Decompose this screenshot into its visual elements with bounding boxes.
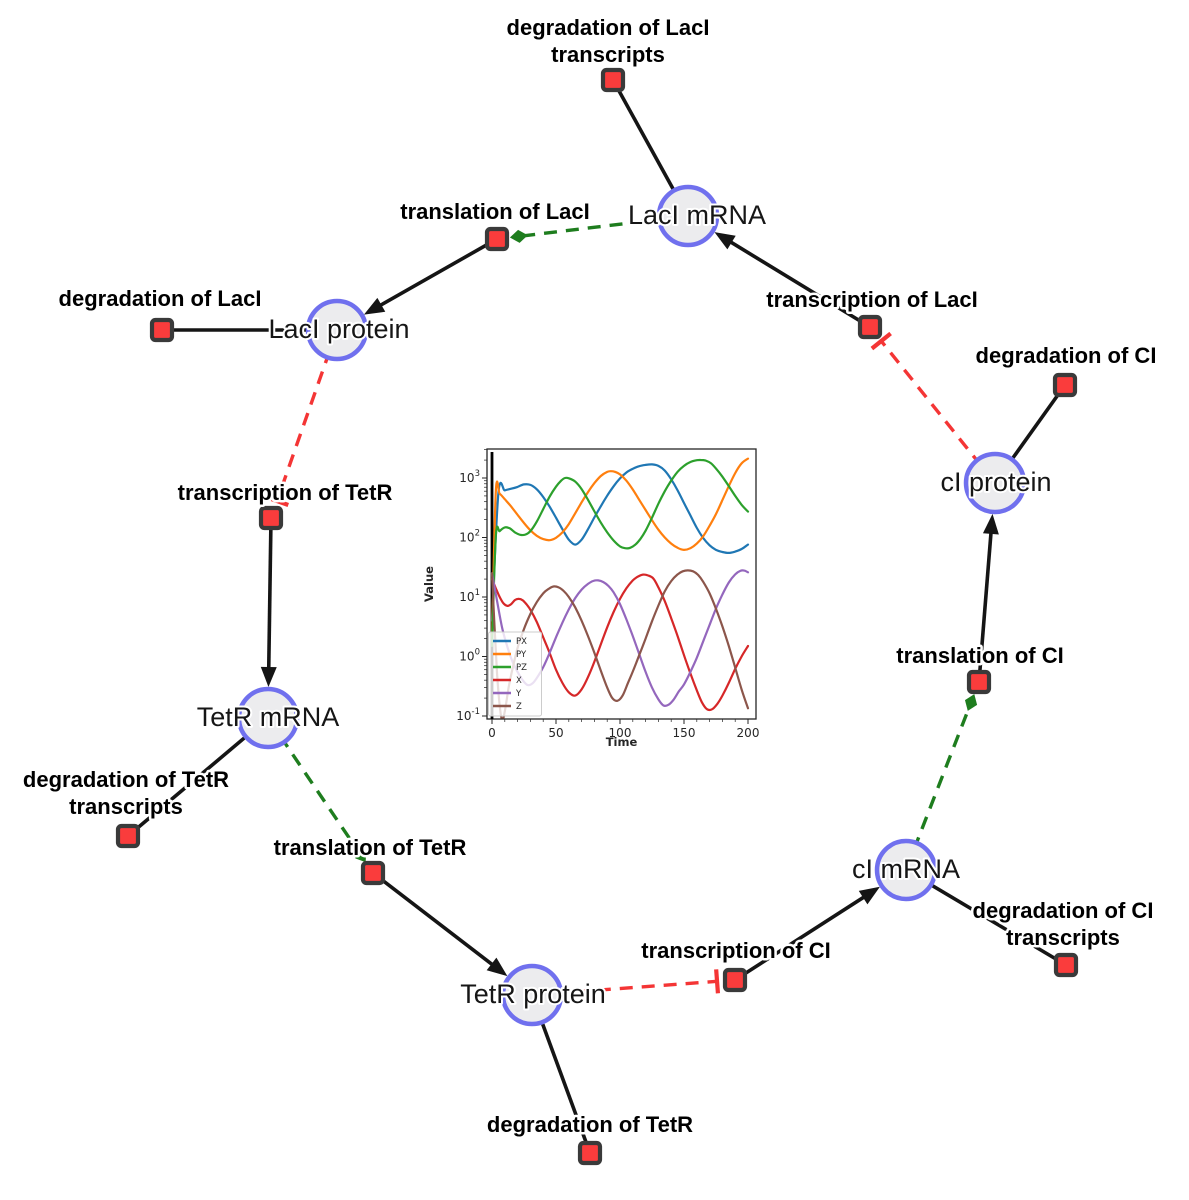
chart-ytick-label: 100 [459,648,480,664]
legend-label-Z: Z [516,702,522,712]
reaction-node-transl_tetr[interactable] [360,860,386,886]
inhibition-tee-icon [264,495,289,507]
modifier-arrowhead-icon [355,847,367,863]
reaction-label-deg_tetr_tx-line2: transcripts [69,794,183,819]
chart-ytick-label: 101 [459,588,480,604]
product-edge-transl_tetr [371,871,496,968]
chart-series-X [490,573,750,712]
species-node-ci_protein[interactable] [963,451,1027,515]
reaction-label-deg_ci_tx-line1: degradation of CI [973,898,1154,923]
legend-label-Y: Y [515,689,522,699]
product-edge-tx_ci [734,893,868,982]
species-node-ci_mrna[interactable] [874,838,938,902]
labels-layer: LacI mRNA LacI protein TetR mRNA TetR prote… [20,13,1159,1140]
arrowhead-icon [858,886,880,905]
legend-label-PY: PY [516,650,527,660]
product-edge-transl_laci [376,237,498,309]
nodes-layer [115,67,1079,1166]
species-label-ci_mrna: cI mRNA [852,854,960,884]
inhibition-tee-icon [870,331,892,351]
reaction-label-deg_laci_tx-line2: transcripts [551,42,665,67]
arrowhead-icon [363,297,386,315]
reaction-label-tx_ci: transcription of CI [641,938,830,963]
reaction-label-deg_tetr_tx-line1: degradation of TetR [23,767,229,792]
species-node-tetr_protein[interactable] [500,963,564,1027]
reaction-label-deg_tetr: degradation of TetR [487,1112,693,1137]
reaction-label-deg_laci_tx-line1: degradation of LacI [507,15,710,40]
legend-label-PX: PX [516,637,527,647]
arrowhead-icon [260,666,277,688]
reaction-node-transl_ci[interactable] [966,669,992,695]
chart-xtick-label: 0 [488,726,496,740]
reaction-node-tx_ci[interactable] [722,967,748,993]
species-label-laci_mrna: LacI mRNA [628,200,766,230]
reaction-node-deg_laci_tx[interactable] [600,67,626,93]
chart-xtick-label: 200 [737,726,760,740]
species-node-laci_protein[interactable] [305,298,369,362]
modifier-arrowhead-icon [964,694,978,711]
reaction-label-deg_ci: degradation of CI [976,343,1157,368]
chart-series-PZ [490,458,750,648]
arrowhead-icon [486,957,508,977]
reaction-node-deg_laci[interactable] [149,317,175,343]
chart-ytick-label: 10-1 [456,707,480,723]
species-node-laci_mrna[interactable] [656,184,720,248]
species-label-tetr_protein: TetR protein [460,979,606,1009]
reaction-node-transl_laci[interactable] [484,226,510,252]
chart-legend: PX PY PZ XYZ [488,631,542,717]
chart-xtick-label: 50 [548,726,563,740]
reaction-label-deg_ci_tx-line2: transcripts [1006,925,1120,950]
chart-xtick-label: 100 [609,726,632,740]
chart-xtick-label: 150 [673,726,696,740]
reaction-node-deg_tetr_tx[interactable] [115,823,141,849]
reaction-label-transl_laci: translation of LacI [400,199,589,224]
reaction-node-deg_ci[interactable] [1052,372,1078,398]
product-edge-tx_tetr [266,517,273,672]
species-node-tetr_mrna[interactable] [236,686,300,750]
chart-ticks [482,449,749,724]
legend-label-X: X [516,676,522,686]
simulation-chart: 0 50 100 150 20010-1100101102103TimeValuePXP… [422,448,760,749]
chart-series-PY [490,457,750,640]
chart-ytick-label: 102 [459,529,480,545]
reaction-node-deg_ci_tx[interactable] [1053,952,1079,978]
arrowhead-icon [982,513,999,535]
reaction-label-tx_tetr: transcription of TetR [178,480,393,505]
arrowhead-icon [714,232,736,250]
reaction-label-tx_laci: transcription of LacI [766,287,977,312]
product-edge-tx_laci [727,238,871,329]
species-label-tetr_mrna: TetR mRNA [197,702,340,732]
species-label-laci_protein: LacI protein [268,314,409,344]
chart-ytick-label: 103 [459,469,480,485]
legend-label-PZ: PZ [516,663,527,673]
reaction-label-transl_tetr: translation of TetR [274,835,467,860]
chart-yaxis-label: Value [422,566,436,602]
chart-legend-box [488,631,542,717]
chart-xaxis-label: Time [606,735,638,749]
reaction-label-deg_laci: degradation of LacI [59,286,262,311]
reaction-node-deg_tetr[interactable] [577,1140,603,1166]
inhibition-tee-icon [714,969,721,994]
reaction-label-transl_ci: translation of CI [896,643,1063,668]
chart-series-PX [490,463,750,622]
reaction-node-tx_tetr[interactable] [258,505,284,531]
species-label-ci_protein: cI protein [940,467,1051,497]
product-edge-transl_ci [977,529,994,683]
modifier-arrowhead-icon [509,229,528,243]
reaction-node-tx_laci[interactable] [857,314,883,340]
